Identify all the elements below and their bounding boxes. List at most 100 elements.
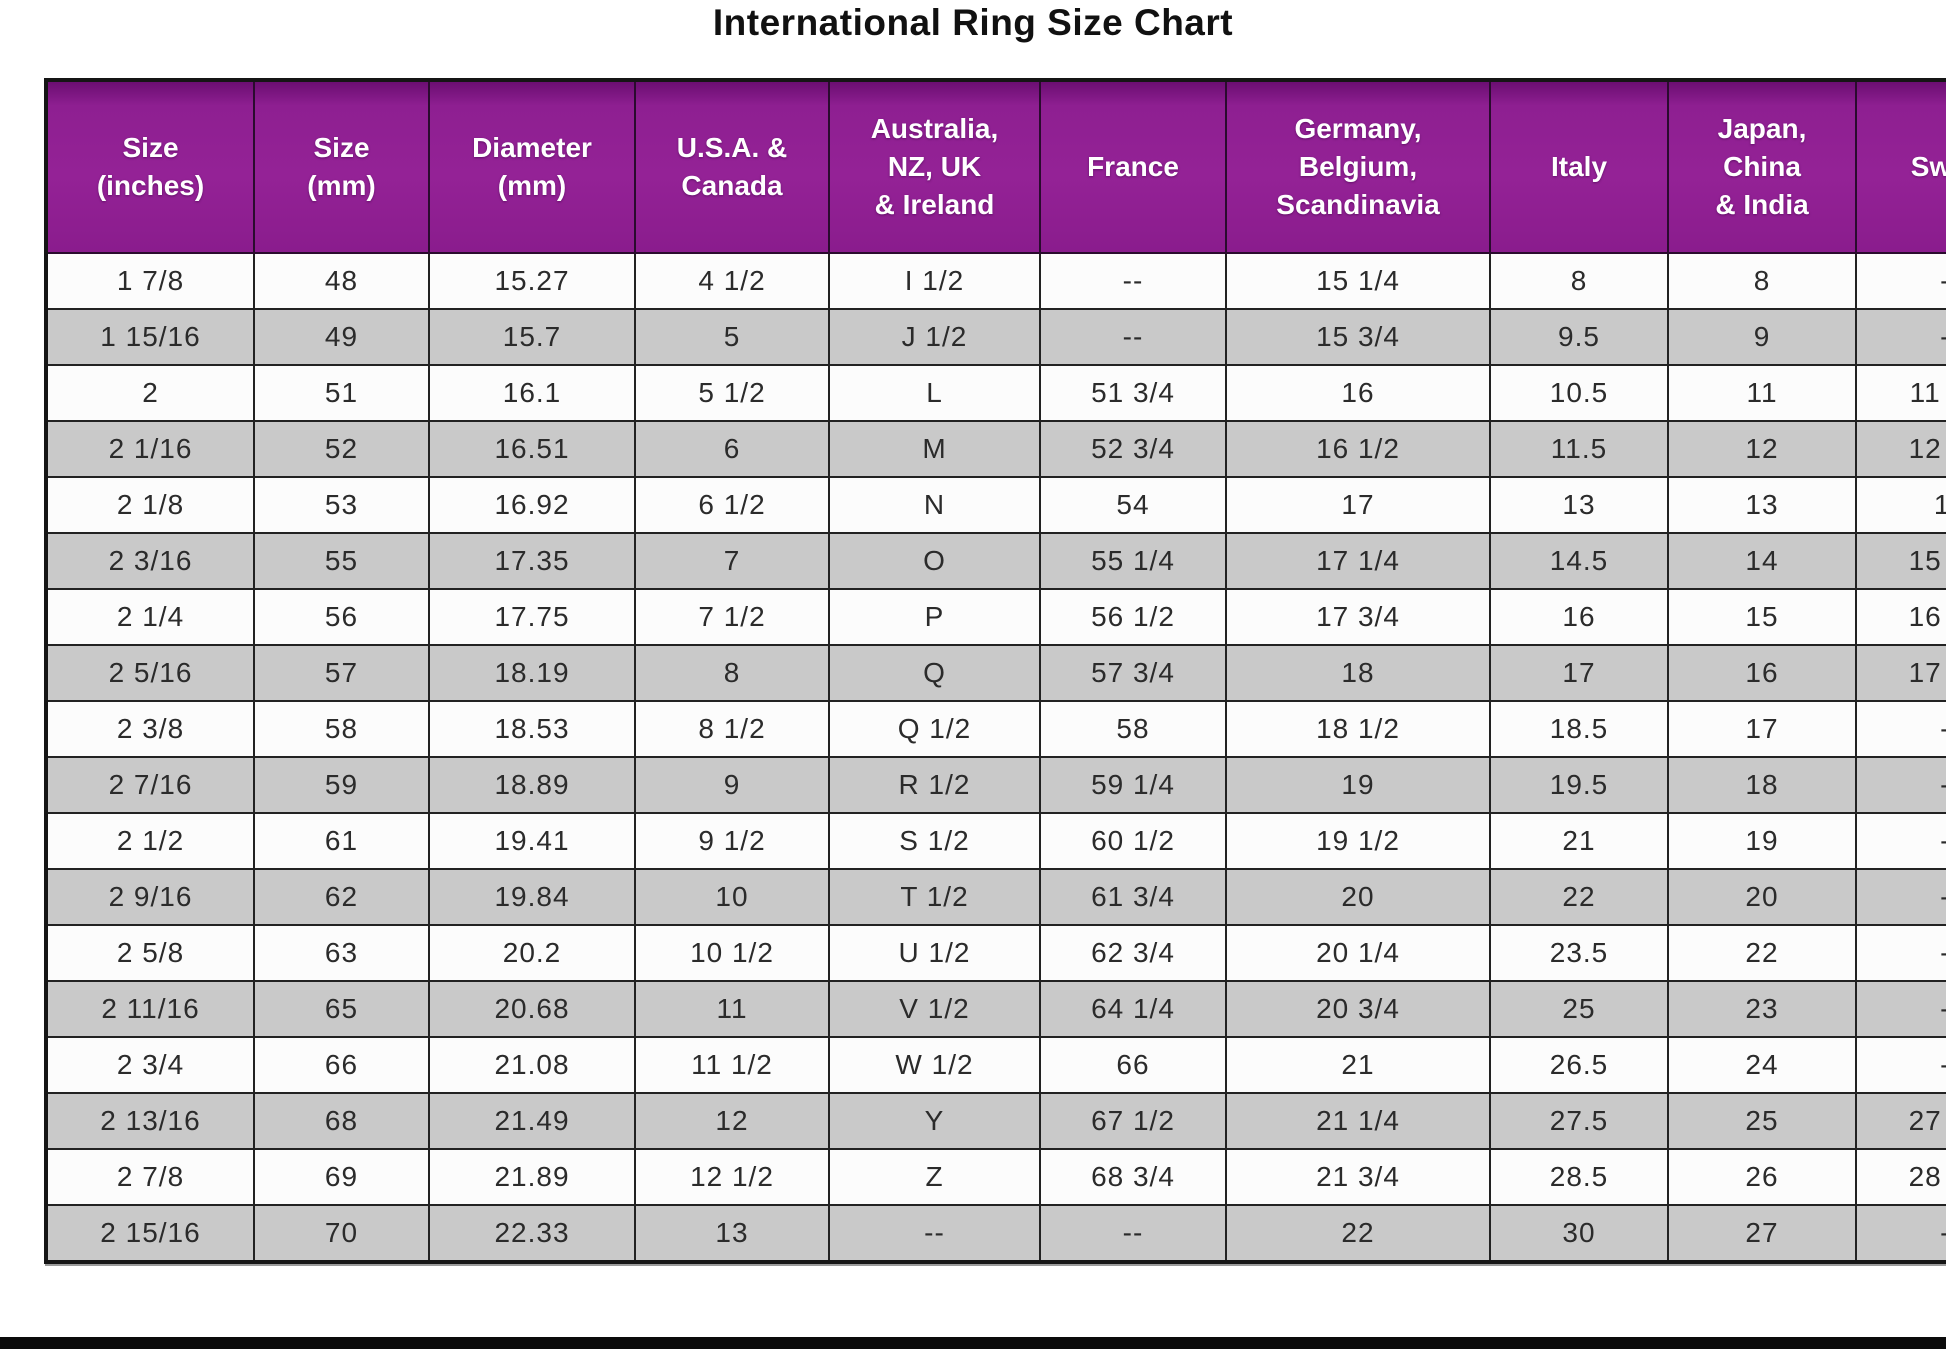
table-cell: 21.89 bbox=[428, 1148, 636, 1206]
table-cell: -- bbox=[1855, 308, 1946, 366]
table-cell: 12 1/2 bbox=[634, 1148, 830, 1206]
table-cell: -- bbox=[828, 1204, 1041, 1263]
table-cell: U 1/2 bbox=[828, 924, 1041, 982]
table-cell: 18 1/2 bbox=[1225, 700, 1491, 758]
table-cell: 4 1/2 bbox=[634, 252, 830, 310]
table-cell: 64 1/4 bbox=[1039, 980, 1227, 1038]
table-cell: 25 bbox=[1489, 980, 1669, 1038]
table-cell: 48 bbox=[253, 252, 430, 310]
table-cell: 7 1/2 bbox=[634, 588, 830, 646]
table-cell: 66 bbox=[1039, 1036, 1227, 1094]
table-cell: T 1/2 bbox=[828, 868, 1041, 926]
table-cell: 11.5 bbox=[1489, 420, 1669, 478]
table-cell: Z bbox=[828, 1148, 1041, 1206]
table-cell: 17 3/4 bbox=[1855, 644, 1946, 702]
table-cell: 16 bbox=[1667, 644, 1857, 702]
table-cell: 10 bbox=[634, 868, 830, 926]
table-cell: 18.53 bbox=[428, 700, 636, 758]
table-cell: 9 bbox=[1667, 308, 1857, 366]
table-cell: 20.68 bbox=[428, 980, 636, 1038]
table-cell: 16.92 bbox=[428, 476, 636, 534]
column-header: Australia, NZ, UK & Ireland bbox=[828, 79, 1041, 254]
table-cell: 2 1/8 bbox=[45, 476, 255, 534]
table-cell: 15.7 bbox=[428, 308, 636, 366]
table-cell: 2 1/2 bbox=[45, 812, 255, 870]
table-cell: 52 3/4 bbox=[1039, 420, 1227, 478]
table-cell: 58 bbox=[253, 700, 430, 758]
table-cell: 54 bbox=[1039, 476, 1227, 534]
bottom-border-bar bbox=[0, 1337, 1946, 1349]
table-cell: 25 bbox=[1667, 1092, 1857, 1150]
table-cell: J 1/2 bbox=[828, 308, 1041, 366]
table-cell: 15 1/4 bbox=[1855, 532, 1946, 590]
table-cell: 15.27 bbox=[428, 252, 636, 310]
table-cell: 58 bbox=[1039, 700, 1227, 758]
table-cell: 51 3/4 bbox=[1039, 364, 1227, 422]
table-cell: 27 1/2 bbox=[1855, 1092, 1946, 1150]
table-cell: -- bbox=[1855, 700, 1946, 758]
table-cell: 10 1/2 bbox=[634, 924, 830, 982]
table-cell: -- bbox=[1855, 756, 1946, 814]
table-cell: 18.19 bbox=[428, 644, 636, 702]
table-cell: 61 bbox=[253, 812, 430, 870]
table-cell: 2 1/4 bbox=[45, 588, 255, 646]
table-cell: 26 bbox=[1667, 1148, 1857, 1206]
table-cell: 21 1/4 bbox=[1225, 1092, 1491, 1150]
table-cell: -- bbox=[1855, 812, 1946, 870]
table-cell: 5 bbox=[634, 308, 830, 366]
table-cell: 8 1/2 bbox=[634, 700, 830, 758]
table-cell: 2 7/16 bbox=[45, 756, 255, 814]
table-cell: 12 bbox=[634, 1092, 830, 1150]
table-cell: M bbox=[828, 420, 1041, 478]
column-header: Swiss bbox=[1855, 79, 1946, 254]
page-title: International Ring Size Chart bbox=[712, 2, 1234, 43]
table-cell: 11 3/4 bbox=[1855, 364, 1946, 422]
table-cell: 17 bbox=[1489, 644, 1669, 702]
table-cell: 23 bbox=[1667, 980, 1857, 1038]
table-cell: 2 3/16 bbox=[45, 532, 255, 590]
table-cell: 19 bbox=[1225, 756, 1491, 814]
table-cell: 20 1/4 bbox=[1225, 924, 1491, 982]
table-cell: 16.1 bbox=[428, 364, 636, 422]
table-cell: 9 1/2 bbox=[634, 812, 830, 870]
table-cell: 17 1/4 bbox=[1225, 532, 1491, 590]
table-cell: 57 bbox=[253, 644, 430, 702]
table-header-row: Size (inches) Size (mm) Diameter (mm) U.S.A… bbox=[45, 79, 1946, 254]
table-cell: 19 bbox=[1667, 812, 1857, 870]
table-cell: I 1/2 bbox=[828, 252, 1041, 310]
ring-size-table: Size (inches) Size (mm) Diameter (mm) U.S.A… bbox=[44, 78, 1946, 1264]
table-cell: 22 bbox=[1489, 868, 1669, 926]
table-cell: 68 3/4 bbox=[1039, 1148, 1227, 1206]
table-cell: Q 1/2 bbox=[828, 700, 1041, 758]
table-cell: 13 bbox=[634, 1204, 830, 1263]
table-cell: 14.5 bbox=[1489, 532, 1669, 590]
table-cell: 15 1/4 bbox=[1225, 252, 1491, 310]
column-header: Germany, Belgium, Scandinavia bbox=[1225, 79, 1491, 254]
table-cell: O bbox=[828, 532, 1041, 590]
table-cell: 11 bbox=[634, 980, 830, 1038]
table-cell: 2 5/16 bbox=[45, 644, 255, 702]
table-cell: 9 bbox=[634, 756, 830, 814]
table-cell: Y bbox=[828, 1092, 1041, 1150]
table-cell: 19.5 bbox=[1489, 756, 1669, 814]
table-cell: 19.41 bbox=[428, 812, 636, 870]
table-cell: 56 bbox=[253, 588, 430, 646]
table-cell: 8 bbox=[634, 644, 830, 702]
table-cell: L bbox=[828, 364, 1041, 422]
table-cell: 28 3/4 bbox=[1855, 1148, 1946, 1206]
table-cell: 56 1/2 bbox=[1039, 588, 1227, 646]
table-cell: 16 bbox=[1489, 588, 1669, 646]
table-cell: -- bbox=[1855, 980, 1946, 1038]
table-cell: 20 bbox=[1667, 868, 1857, 926]
table-cell: 20.2 bbox=[428, 924, 636, 982]
table-cell: 69 bbox=[253, 1148, 430, 1206]
